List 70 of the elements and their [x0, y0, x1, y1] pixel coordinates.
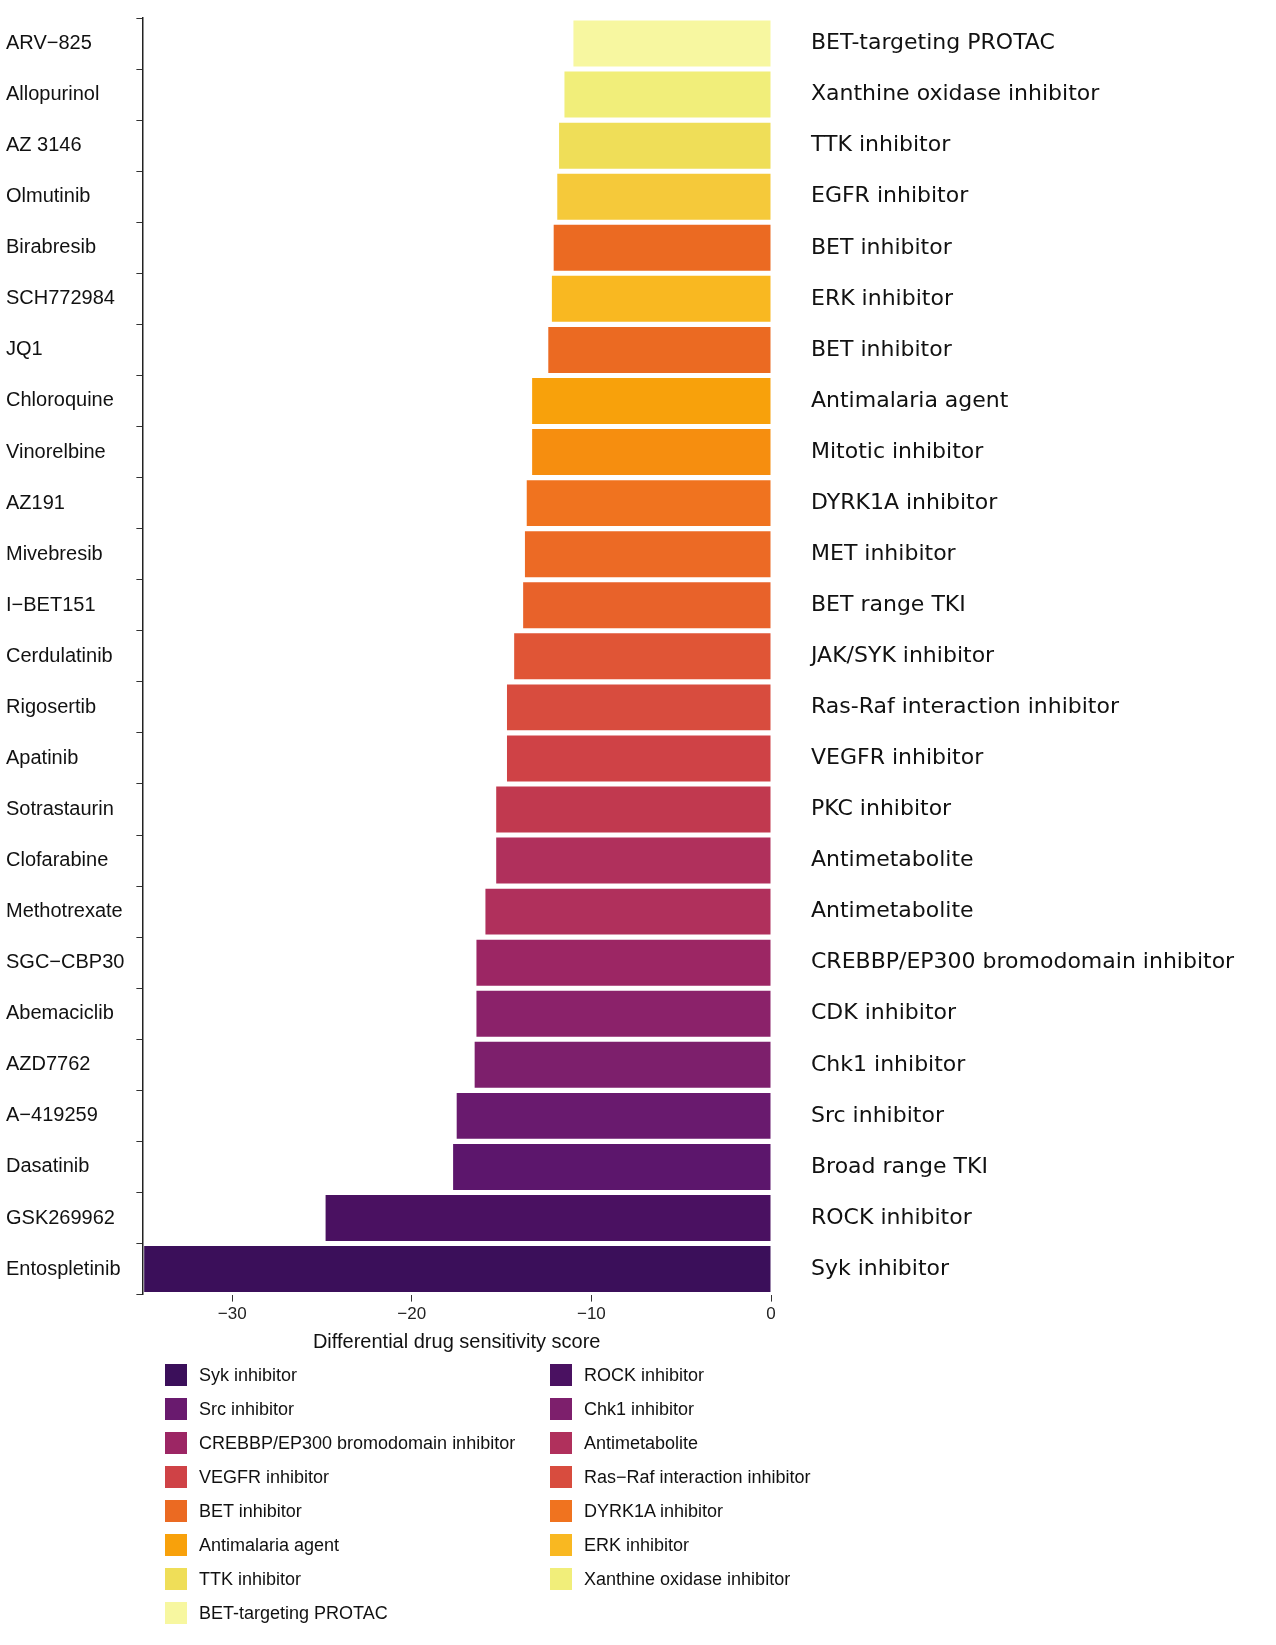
text: BET range TKI: [811, 590, 966, 616]
text: BET inhibitor: [811, 335, 953, 361]
y-tick-label: Methotrexate: [6, 899, 123, 922]
legend-label: BET-targeting PROTAC: [199, 1602, 388, 1624]
y-tick-label: JQ1: [6, 337, 43, 360]
text: TTK inhibitor: [810, 131, 952, 157]
text: Mitotic inhibitor: [811, 437, 985, 463]
legend-label: ERK inhibitor: [584, 1534, 690, 1556]
legend-label: Src inhibitor: [199, 1398, 295, 1420]
legend-label: ROCK inhibitor: [584, 1364, 705, 1386]
x-tick-label: 0: [766, 1304, 776, 1324]
y-tick-label: ARV−825: [6, 31, 92, 54]
text: Xanthine oxidase inhibitor: [811, 80, 1101, 106]
text: MET inhibitor: [811, 539, 957, 565]
y-tick-label: A−419259: [6, 1103, 98, 1126]
y-tick-label: Apatinib: [6, 745, 79, 768]
y-tick-label: AZ191: [6, 490, 65, 513]
text: PKC inhibitor: [811, 795, 953, 821]
legend-label: Xanthine oxidase inhibitor: [584, 1568, 791, 1590]
text: Chk1 inhibitor: [811, 1050, 967, 1076]
legend-label: VEGFR inhibitor: [199, 1466, 330, 1488]
y-tick-label: Olmutinib: [6, 184, 91, 207]
legend-label: Antimalaria agent: [199, 1534, 340, 1556]
y-tick-label: Entospletinib: [6, 1256, 121, 1279]
text: EGFR inhibitor: [811, 182, 970, 208]
text: Antimalaria agent: [811, 386, 1009, 412]
y-tick-label: Allopurinol: [6, 82, 100, 105]
y-tick-label: Chloroquine: [6, 388, 114, 411]
y-tick-label: Vinorelbine: [6, 439, 106, 462]
y-tick-label: I−BET151: [6, 592, 96, 615]
text: Src inhibitor: [811, 1101, 945, 1127]
text: CDK inhibitor: [811, 999, 957, 1025]
legend-label: TTK inhibitor: [199, 1568, 302, 1590]
text: Syk inhibitor: [811, 1254, 950, 1280]
y-tick-label: AZ 3146: [6, 133, 82, 156]
x-tick-label: −30: [217, 1304, 247, 1324]
x-tick-label: −20: [397, 1304, 427, 1324]
y-tick-label: Birabresib: [6, 235, 97, 258]
legend-label: Syk inhibitor: [199, 1364, 298, 1386]
text: BET inhibitor: [811, 233, 953, 259]
text: BET-targeting PROTAC: [811, 29, 1055, 55]
y-tick-label: Clofarabine: [6, 848, 109, 871]
legend-label: CREBBP/EP300 bromodomain inhibitor: [199, 1432, 516, 1454]
legend-label: Chk1 inhibitor: [584, 1398, 695, 1420]
y-tick-label: AZD7762: [6, 1052, 91, 1075]
text: Antimetabolite: [811, 897, 974, 923]
x-tick-label: −10: [576, 1304, 606, 1324]
y-tick-label: Cerdulatinib: [6, 643, 113, 666]
y-tick-label: Mivebresib: [6, 541, 103, 564]
text: CREBBP/EP300 bromodomain inhibitor: [811, 948, 1236, 974]
y-tick-label: Abemaciclib: [6, 1001, 114, 1024]
text: DYRK1A inhibitor: [811, 488, 999, 514]
text: ROCK inhibitor: [811, 1203, 973, 1229]
legend-label: DYRK1A inhibitor: [584, 1500, 724, 1522]
y-tick-label: SGC−CBP30: [6, 950, 125, 973]
y-tick-label: Sotrastaurin: [6, 797, 114, 820]
legend-label: BET inhibitor: [199, 1500, 302, 1522]
y-tick-label: GSK269962: [6, 1205, 115, 1228]
legend-label: Antimetabolite: [584, 1432, 699, 1454]
text: ERK inhibitor: [811, 284, 954, 310]
text: VEGFR inhibitor: [811, 744, 985, 770]
x-axis-title: Differential drug sensitivity score: [312, 1329, 601, 1352]
text: Antimetabolite: [811, 846, 974, 872]
y-tick-label: Rigosertib: [6, 694, 97, 717]
y-tick-label: Dasatinib: [6, 1154, 90, 1177]
text: Broad range TKI: [811, 1152, 988, 1178]
y-tick-label: SCH772984: [6, 286, 115, 309]
text: Ras-Raf interaction inhibitor: [811, 693, 1120, 719]
legend-label: Ras−Raf interaction inhibitor: [584, 1466, 811, 1488]
text: JAK/SYK inhibitor: [809, 642, 996, 668]
